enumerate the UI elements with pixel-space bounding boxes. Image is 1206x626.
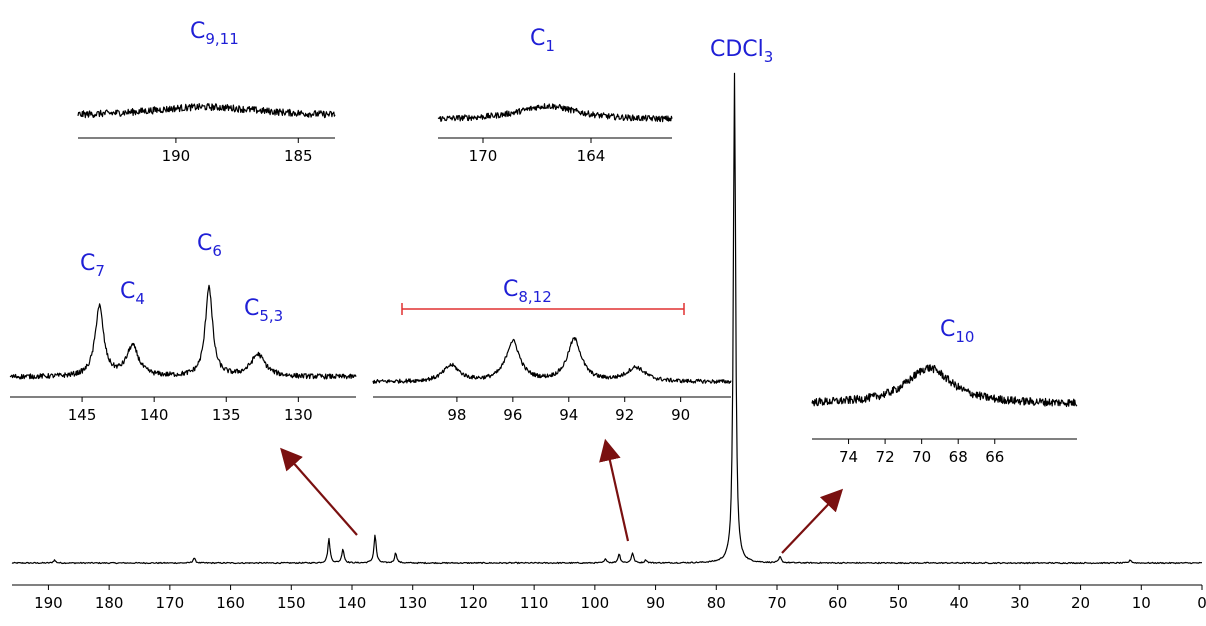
label-c6: C6 [197, 231, 222, 260]
label-c7: C7 [80, 251, 105, 280]
tick-label: 40 [950, 594, 969, 612]
arrow-aromatic [280, 447, 358, 536]
tick-label: 90 [646, 594, 665, 612]
tick-label: 160 [216, 594, 245, 612]
tick-label: 190 [162, 147, 191, 165]
tick-label: 180 [95, 594, 124, 612]
tick-label: 150 [277, 594, 306, 612]
tick-label: 68 [949, 448, 968, 466]
tick-label: 0 [1197, 594, 1206, 612]
tick-label: 170 [156, 594, 185, 612]
main-spectrum: 190 180 170 160 150 140 130 120 110 100 90 80 70 60 50… [11, 72, 1206, 612]
tick-label: 98 [447, 406, 466, 424]
label-c812: C8,12 [503, 277, 552, 306]
tick-label: 110 [520, 594, 549, 612]
inset-c911: 190 185 [77, 103, 336, 165]
inset-aromatic-ticks: 145 140 135 130 [68, 397, 313, 424]
tick-label: 170 [469, 147, 498, 165]
inset-c1-ticks: 170 164 [469, 138, 606, 165]
tick-label: 92 [615, 406, 634, 424]
tick-label: 60 [828, 594, 847, 612]
label-c1: C1 [530, 26, 555, 55]
tick-label: 10 [1132, 594, 1151, 612]
tick-label: 140 [338, 594, 367, 612]
inset-c1: 170 164 [437, 103, 673, 165]
inset-c1-trace [437, 103, 673, 123]
inset-c10-trace [811, 364, 1078, 408]
tick-label: 130 [398, 594, 427, 612]
tick-label: 30 [1010, 594, 1029, 612]
tick-label: 72 [876, 448, 895, 466]
inset-c812-ticks: 98 96 94 92 90 [447, 397, 690, 424]
tick-label: 96 [503, 406, 522, 424]
c812-bracket [401, 303, 685, 315]
inset-c812: 98 96 94 92 90 [372, 303, 732, 424]
inset-c911-ticks: 190 185 [162, 138, 313, 165]
tick-label: 66 [985, 448, 1004, 466]
label-c911: C9,11 [190, 19, 239, 48]
inset-c10: 74 72 70 68 66 [811, 364, 1078, 466]
main-trace [11, 72, 1202, 565]
inset-c911-trace [77, 103, 336, 119]
tick-label: 70 [912, 448, 931, 466]
tick-label: 90 [671, 406, 690, 424]
label-cdcl3: CDCl3 [710, 37, 773, 66]
label-c4: C4 [120, 279, 145, 308]
tick-label: 130 [284, 406, 313, 424]
arrow-c10 [781, 488, 844, 554]
tick-label: 100 [581, 594, 610, 612]
inset-aromatic: 145 140 135 130 [9, 284, 357, 424]
tick-label: 120 [459, 594, 488, 612]
tick-label: 145 [68, 406, 97, 424]
peak-labels: C9,11 C1 CDCl3 C7 C4 C6 C5,3 C8,12 C10 [80, 19, 974, 346]
tick-label: 94 [559, 406, 578, 424]
tick-label: 74 [839, 448, 858, 466]
tick-label: 70 [767, 594, 786, 612]
inset-aromatic-trace [9, 284, 357, 380]
tick-label: 50 [889, 594, 908, 612]
tick-label: 164 [577, 147, 606, 165]
inset-c10-ticks: 74 72 70 68 66 [839, 439, 1004, 466]
tick-label: 80 [707, 594, 726, 612]
label-c10: C10 [940, 317, 974, 346]
tick-label: 190 [34, 594, 63, 612]
label-c53: C5,3 [244, 296, 283, 325]
inset-c812-trace [372, 337, 732, 384]
tick-label: 185 [284, 147, 313, 165]
arrow-c812 [599, 438, 630, 542]
tick-label: 140 [140, 406, 169, 424]
main-x-ticks: 190 180 170 160 150 140 130 120 110 100 90 80 70 60 50… [34, 585, 1206, 612]
tick-label: 135 [212, 406, 241, 424]
tick-label: 20 [1071, 594, 1090, 612]
